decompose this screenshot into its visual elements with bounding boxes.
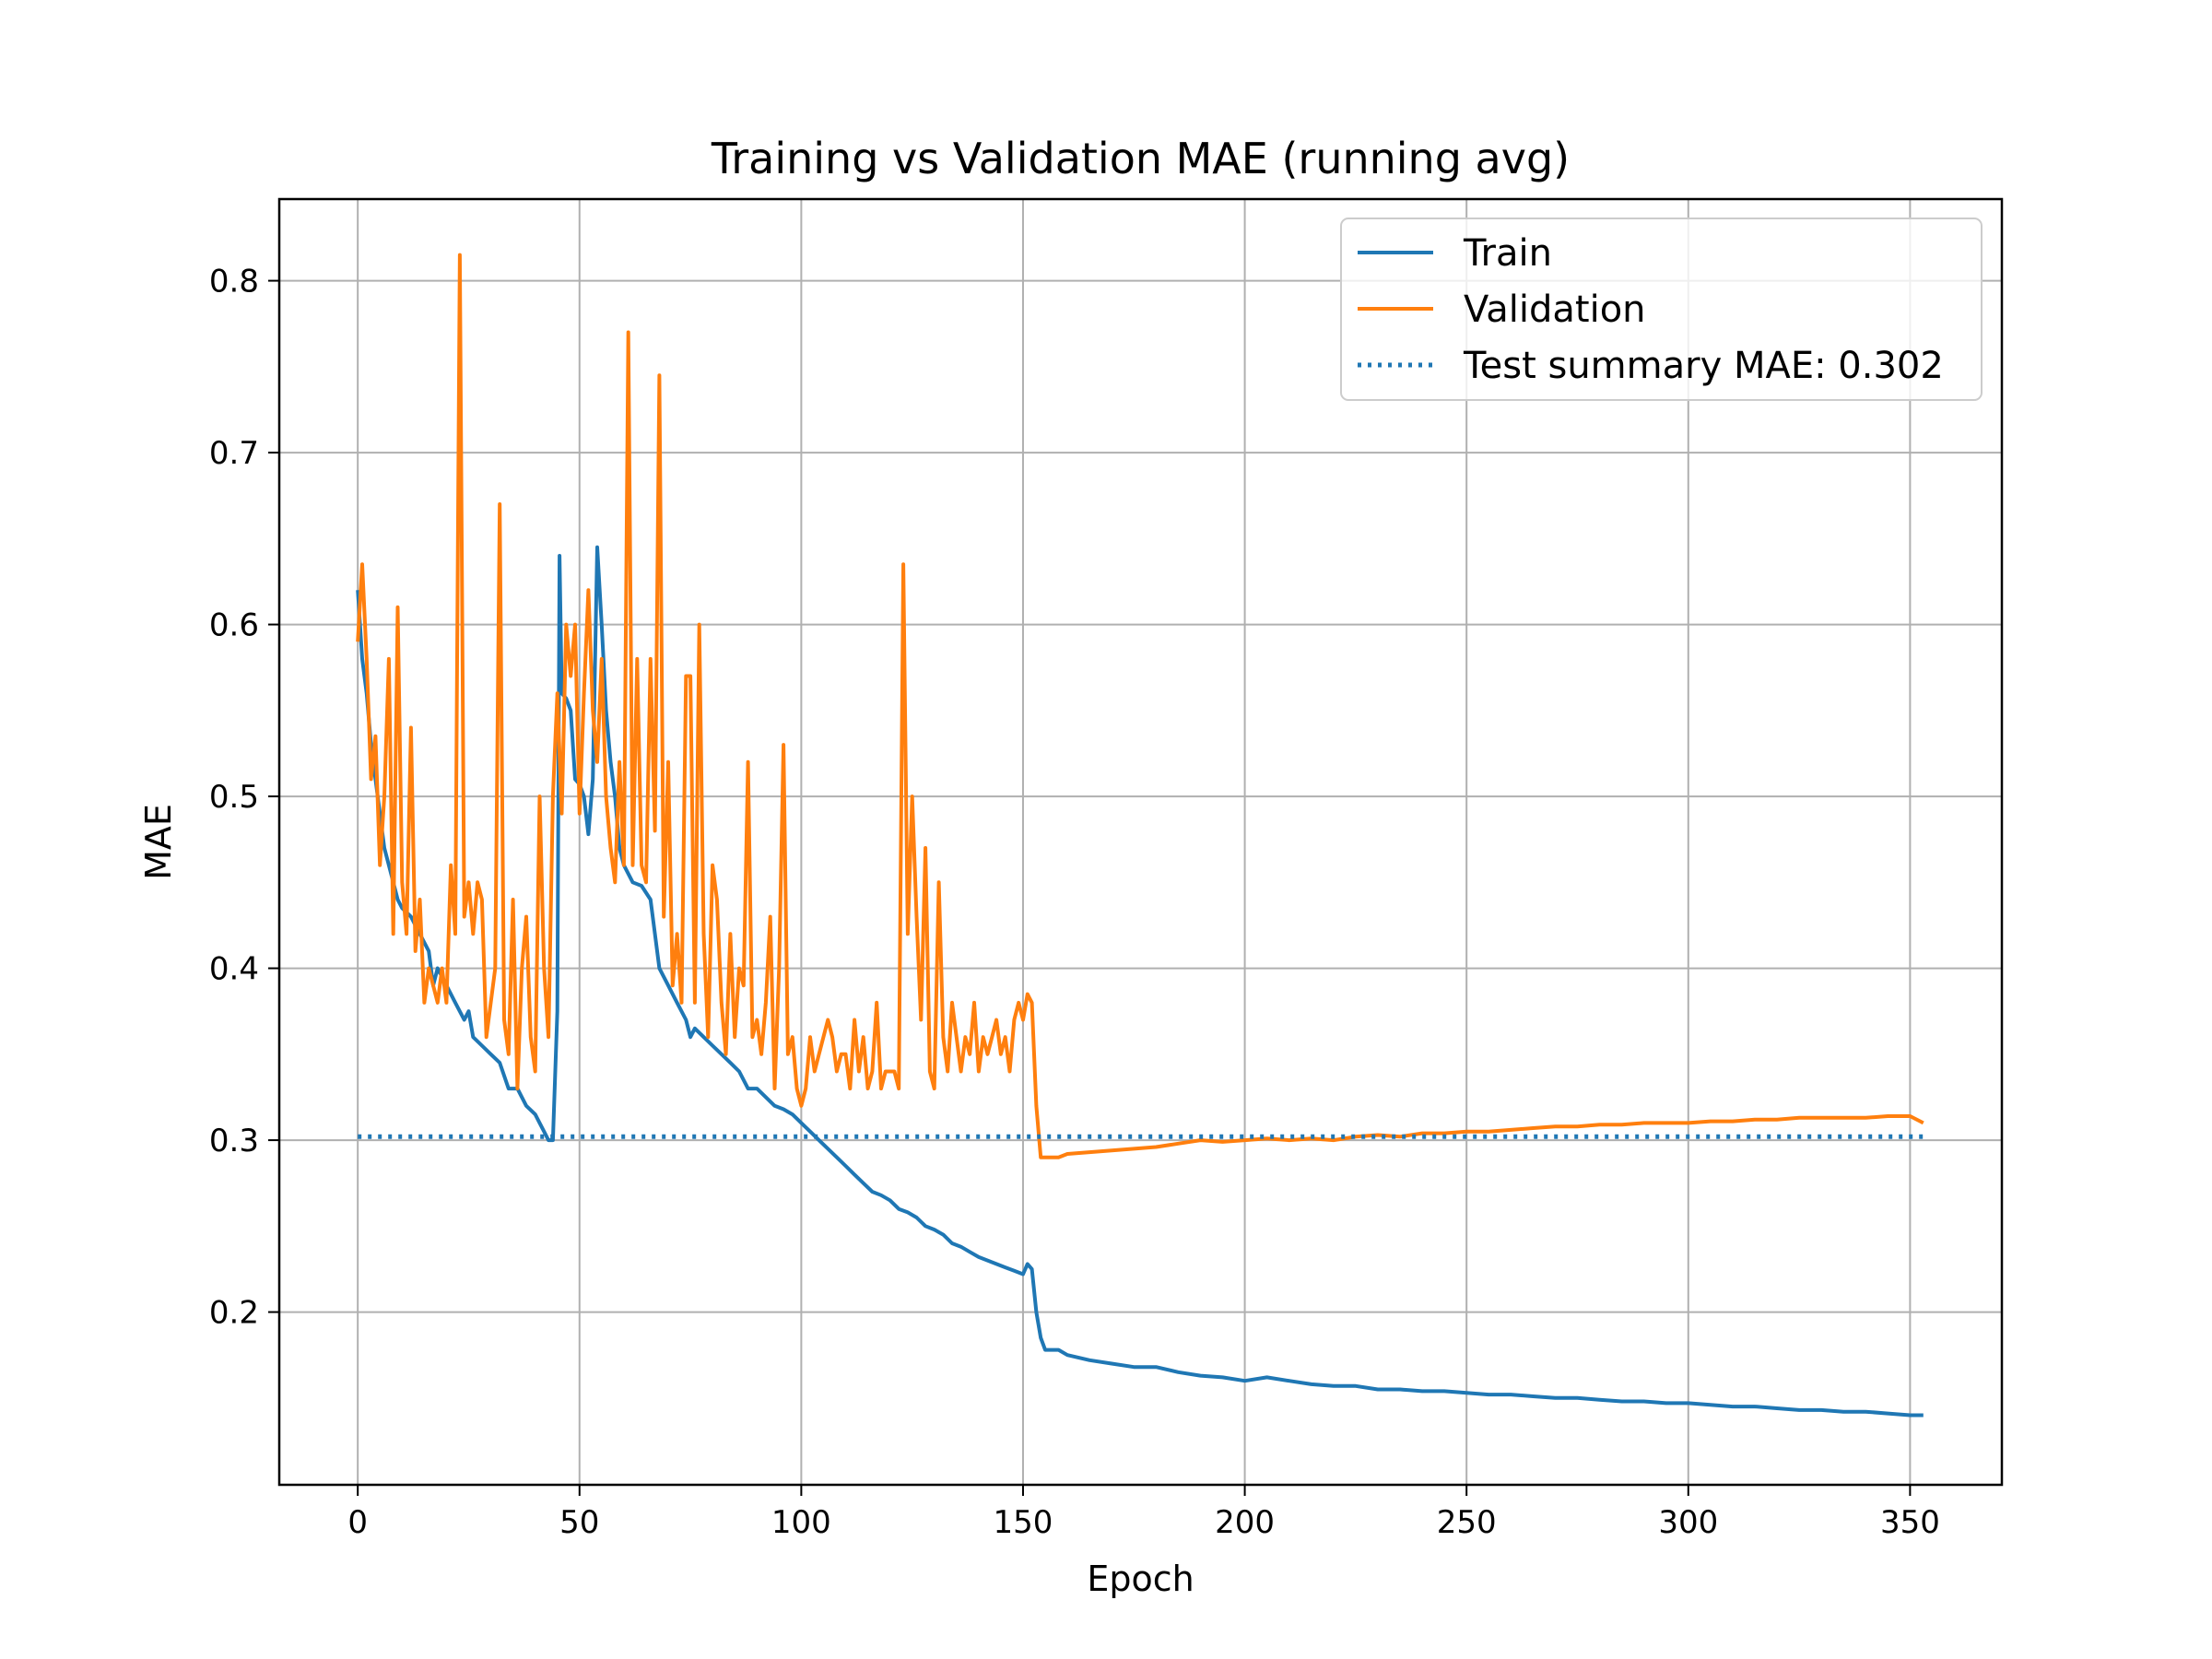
x-tick-label: 50 — [559, 1504, 599, 1541]
legend: Train Validation Test summary MAE: 0.302 — [1340, 218, 1983, 401]
legend-label: Test summary MAE: 0.302 — [1463, 345, 1944, 387]
y-tick-label: 0.6 — [209, 607, 259, 644]
x-axis: 0 50 100 150 200 250 300 350 — [347, 1485, 1940, 1541]
y-tick-label: 0.2 — [209, 1295, 259, 1332]
plot-frame — [277, 197, 2004, 1487]
grid-lines — [279, 199, 2002, 1485]
chart-title: Training vs Validation MAE (running avg) — [711, 134, 1570, 183]
legend-label: Validation — [1464, 288, 1646, 331]
series-line-train — [356, 545, 1924, 1418]
x-tick-label: 150 — [994, 1504, 1053, 1541]
x-tick-label: 300 — [1658, 1504, 1718, 1541]
y-tick-label: 0.5 — [209, 779, 259, 816]
y-tick-label: 0.3 — [209, 1123, 259, 1159]
y-tick-label: 0.7 — [209, 435, 259, 472]
x-tick-label: 250 — [1437, 1504, 1497, 1541]
y-axis-label: MAE — [138, 804, 179, 880]
legend-label: Train — [1463, 232, 1552, 275]
series-layer — [356, 253, 1924, 1418]
x-tick-label: 200 — [1215, 1504, 1275, 1541]
series-line-validation — [356, 253, 1924, 1159]
x-tick-label: 100 — [771, 1504, 831, 1541]
y-tick-label: 0.4 — [209, 951, 259, 988]
legend-box — [1340, 218, 1983, 401]
y-axis: 0.2 0.3 0.4 0.5 0.6 0.7 0.8 — [209, 264, 279, 1332]
y-tick-label: 0.8 — [209, 264, 259, 300]
x-axis-label: Epoch — [1087, 1559, 1194, 1599]
x-tick-label: 0 — [347, 1504, 368, 1541]
x-tick-label: 350 — [1880, 1504, 1940, 1541]
